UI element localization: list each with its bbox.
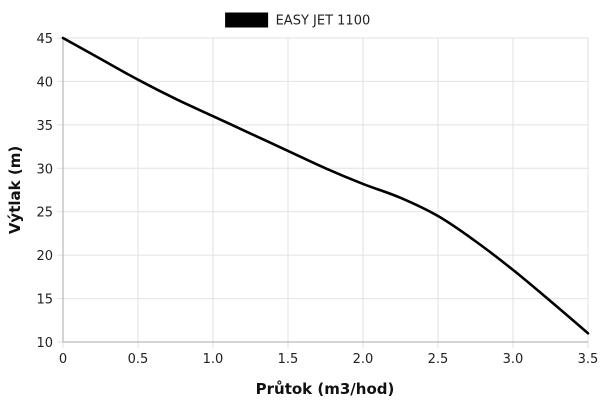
y-tick-label: 10	[36, 336, 53, 351]
x-tick-label: 0.5	[128, 352, 149, 367]
legend[interactable]: EASY JET 1100	[225, 12, 371, 29]
axes	[62, 38, 588, 343]
x-tick-label: 2.0	[353, 352, 374, 367]
series-lines	[61, 36, 590, 335]
x-tick-label: 1.5	[278, 352, 299, 367]
y-tick-label: 30	[36, 162, 53, 177]
y-tick-label: 25	[36, 206, 53, 221]
x-tick-label: 3.0	[503, 352, 524, 367]
x-axis-title: Průtok (m3/hod)	[256, 380, 395, 398]
x-tick-label: 2.5	[428, 352, 449, 367]
y-tick-label: 20	[36, 249, 53, 264]
x-tick-label: 0	[59, 352, 67, 367]
legend-label[interactable]: EASY JET 1100	[276, 14, 371, 29]
tick-labels: 0 0.5 1.0 1.5 2.0 2.5 3.0 3.5 10 15 20 25 30 35 40 45	[36, 32, 598, 367]
x-tick-label: 1.0	[203, 352, 224, 367]
legend-swatch[interactable]	[225, 12, 269, 28]
y-axis-title: Výtlak (m)	[6, 146, 24, 234]
y-tick-label: 15	[36, 293, 53, 308]
grid-lines	[57, 37, 589, 348]
series-line	[61, 36, 590, 335]
y-tick-label: 35	[36, 119, 53, 134]
x-tick-label: 3.5	[578, 352, 599, 367]
y-tick-label: 40	[36, 75, 53, 90]
y-tick-label: 45	[36, 32, 53, 47]
